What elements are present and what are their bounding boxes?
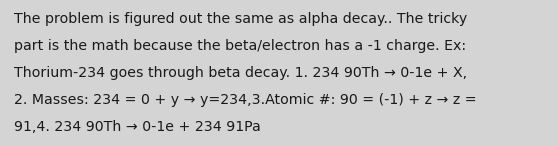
Text: 2. Masses: 234 = 0 + y → y=234,3.Atomic #: 90 = (-1) + z → z =: 2. Masses: 234 = 0 + y → y=234,3.Atomic … bbox=[14, 93, 477, 107]
Text: 91,4. 234 90Th → 0-1e + 234 91Pa: 91,4. 234 90Th → 0-1e + 234 91Pa bbox=[14, 120, 261, 134]
Text: The problem is figured out the same as alpha decay.. The tricky: The problem is figured out the same as a… bbox=[14, 12, 467, 26]
Text: Thorium-234 goes through beta decay. 1. 234 90Th → 0-1e + X,: Thorium-234 goes through beta decay. 1. … bbox=[14, 66, 467, 80]
Text: part is the math because the beta/electron has a -1 charge. Ex:: part is the math because the beta/electr… bbox=[14, 39, 466, 53]
